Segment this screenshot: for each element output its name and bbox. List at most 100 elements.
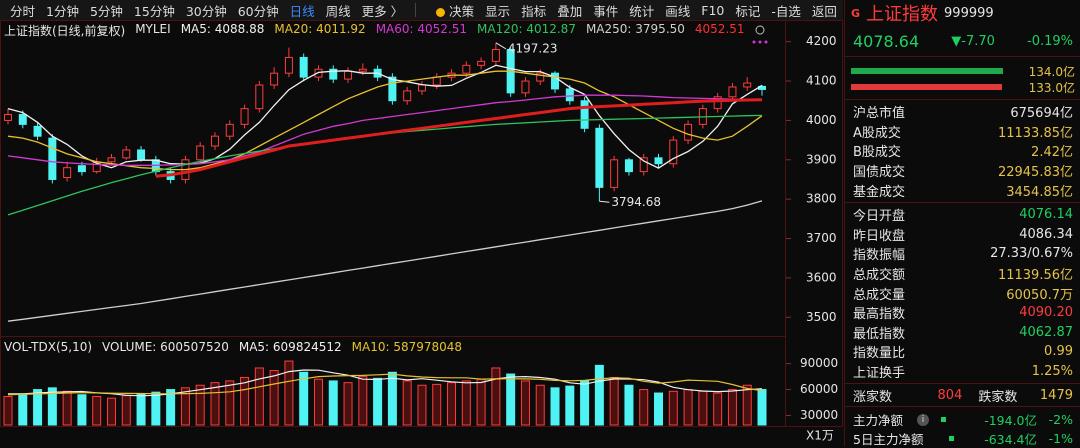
candle-body	[565, 88, 574, 102]
tool-tab[interactable]: 统计	[629, 1, 654, 20]
stat-value: 27.33/0.67%	[990, 246, 1073, 262]
price-change-pct: -0.19%	[1027, 33, 1073, 49]
candle-body	[210, 135, 219, 147]
stat-value: 4086.34	[1019, 226, 1073, 242]
volume-bar	[33, 389, 43, 426]
candle-body	[299, 56, 308, 78]
bulb-icon	[436, 7, 446, 17]
stat-row: 指数振幅 27.33/0.67%	[845, 244, 1080, 264]
annotation: 3794.68	[611, 195, 661, 209]
flow-bar-row: 133.0亿	[851, 79, 1075, 95]
kline-chart: X1万 4200 4100 4000 3900 3800 3700 3600 3500 9000…	[0, 20, 843, 443]
stat-label: 昨日收盘	[853, 228, 906, 244]
down-label: 跌家数	[978, 389, 1018, 405]
stat-label: B股成交	[853, 145, 901, 161]
candle-body	[551, 72, 560, 90]
stat-value: 11133.85亿	[997, 125, 1073, 141]
period-tab[interactable]: 15分钟	[133, 3, 175, 19]
tool-tab[interactable]: 决策	[436, 1, 474, 20]
tool-tab[interactable]: F10	[701, 3, 724, 18]
tool-tab[interactable]: 事件	[593, 1, 618, 20]
legend-entry: MA250: 3795.50	[585, 22, 685, 36]
candle-body	[595, 127, 604, 188]
stat-row: 基金成交 3454.85亿	[845, 180, 1080, 200]
ma-line	[7, 64, 763, 169]
volume-bar	[373, 377, 383, 426]
candle-body	[462, 64, 471, 74]
info-icon[interactable]: i	[917, 413, 929, 426]
volume-bar	[654, 392, 664, 426]
stats: 沪总市值 675694亿 A股成交 11133.85亿 B股成交 2.42亿 国债成交 229…	[845, 100, 1080, 385]
volume-bar	[491, 367, 501, 426]
period-tab[interactable]: 周线	[325, 3, 351, 19]
tool-tab[interactable]: 返回	[812, 1, 837, 20]
stat-row: 最高指数 4090.20	[845, 303, 1080, 323]
candle-body	[536, 72, 545, 82]
candle-body	[122, 149, 131, 159]
separator	[415, 3, 417, 17]
candle-body	[580, 100, 589, 129]
candle-body	[491, 49, 500, 62]
ma-line	[7, 94, 763, 166]
settings-icon[interactable]	[752, 25, 768, 44]
icon-dot	[752, 40, 756, 44]
stat-label: 最高指数	[853, 307, 906, 323]
candle-body	[344, 70, 353, 80]
icon-dot	[764, 40, 768, 44]
period-tab[interactable]: 分时	[10, 3, 36, 19]
tool-tab[interactable]: 画线	[665, 1, 690, 20]
tool-label: 事件	[593, 3, 619, 19]
stat-value: 60050.7万	[1006, 287, 1073, 303]
annotation: 4197.23	[508, 41, 558, 55]
volume-bar	[757, 389, 767, 426]
flow-bar-row: 134.0亿	[851, 63, 1075, 79]
period-tab[interactable]: 30分钟	[185, 3, 227, 19]
tool-tab[interactable]: 标记	[735, 1, 760, 20]
flow-bar	[851, 68, 1003, 74]
y-tick-label: 4100	[806, 74, 837, 88]
volume-bar	[166, 389, 176, 426]
stat-row: 今日开盘 4076.14	[845, 205, 1080, 225]
volume-bar	[520, 380, 530, 426]
icon-ring	[755, 25, 765, 35]
tool-tab[interactable]: 叠加	[557, 1, 582, 20]
tool-tab[interactable]: 显示	[485, 1, 510, 20]
volume-bar	[535, 384, 545, 426]
tool-tab[interactable]: -自选	[771, 1, 801, 20]
volume-bar	[284, 360, 294, 426]
tool-label: 统计	[629, 3, 655, 19]
tool-label: 决策	[449, 3, 475, 19]
price-change: ▼-7.70	[951, 33, 995, 49]
volume-bar	[92, 395, 102, 426]
period-tab[interactable]: 更多 〉	[361, 3, 404, 19]
period-tab[interactable]: 1分钟	[46, 3, 79, 19]
y-tick-label: 60000	[800, 382, 838, 396]
legend-entry: MA60: 4052.51	[375, 22, 467, 36]
volume-bar	[180, 387, 190, 426]
stat-label: 基金成交	[853, 184, 906, 200]
annotation-arrow	[495, 42, 507, 50]
stat-row: B股成交 2.42亿	[845, 141, 1080, 161]
flow-pct: -2%	[1048, 412, 1073, 428]
candle-body	[270, 72, 279, 86]
tool-label: 指标	[521, 3, 547, 19]
flow-label: 主力净额	[853, 413, 904, 429]
period-tab[interactable]: 5分钟	[89, 3, 123, 19]
tool-tab[interactable]: 指标	[521, 1, 546, 20]
candle-body	[284, 56, 293, 74]
volume-bar	[313, 378, 323, 426]
stat-label: 指数振幅	[853, 248, 906, 264]
period-tab[interactable]: 日线	[289, 3, 315, 19]
period-tab[interactable]: 60分钟	[237, 3, 279, 19]
flow-bar-label: 134.0亿	[1028, 64, 1075, 79]
y-tick-label: 30000	[800, 408, 838, 422]
candle-body	[240, 108, 249, 125]
quote-panel: G 上证指数 999999 4078.64 ▼-7.70 -0.19% 134.…	[844, 0, 1080, 447]
stat-label: 上证换手	[853, 366, 906, 382]
candle-body	[743, 82, 752, 88]
y-tick-label: 3800	[806, 192, 837, 206]
volume-bar	[136, 393, 146, 426]
candle-body	[728, 86, 737, 98]
volume-bar	[121, 395, 131, 426]
